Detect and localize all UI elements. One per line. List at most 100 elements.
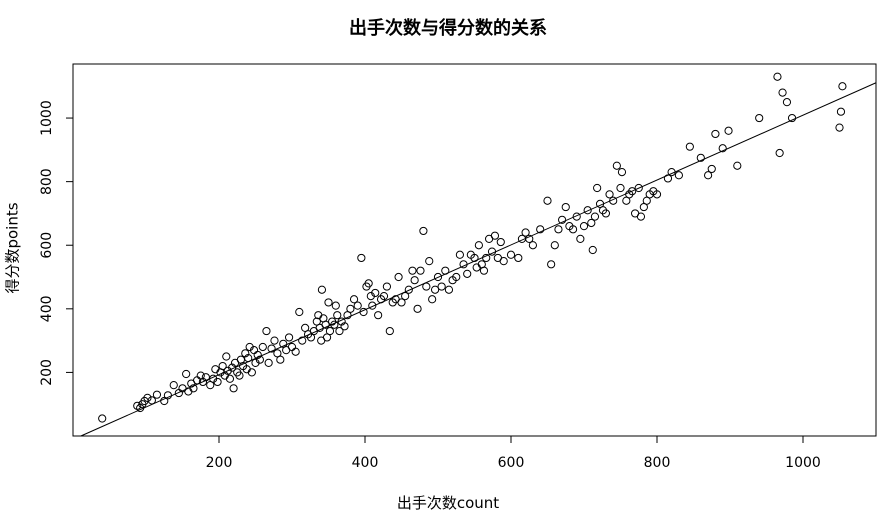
data-point: [554, 225, 563, 234]
data-point: [235, 371, 244, 380]
data-point: [182, 369, 191, 379]
data-point: [247, 368, 256, 377]
y-axis-label: 得分数points: [3, 202, 22, 294]
data-point: [229, 384, 238, 393]
data-point: [333, 311, 342, 320]
data-point: [550, 241, 559, 250]
data-point: [340, 322, 349, 331]
y-axis: 200 400 600 800 1000: [39, 100, 73, 386]
data-point: [470, 253, 479, 263]
x-axis-label: 出手次数count: [396, 494, 500, 512]
plot-frame: [72, 63, 877, 437]
data-point: [499, 257, 508, 266]
data-point: [404, 285, 413, 294]
data-point: [425, 257, 434, 266]
data-point: [163, 391, 172, 400]
data-point: [490, 231, 500, 240]
data-point: [335, 326, 344, 336]
data-point: [349, 295, 359, 304]
data-point: [528, 241, 538, 250]
data-point: [385, 326, 394, 336]
data-point: [547, 260, 556, 269]
data-point: [213, 377, 222, 387]
data-point: [778, 88, 787, 97]
data-point: [253, 350, 262, 360]
data-point: [590, 212, 600, 221]
data-point: [430, 285, 440, 294]
data-point: [704, 171, 713, 180]
data-point: [331, 301, 340, 310]
data-point: [835, 123, 844, 132]
data-point: [419, 226, 428, 236]
x-axis: 200 400 600 800 1000: [206, 436, 821, 471]
data-point: [587, 218, 596, 228]
data-point: [525, 234, 534, 243]
data-point: [416, 266, 425, 275]
data-point: [228, 363, 237, 372]
data-point: [298, 336, 307, 345]
x-tick-label: 1000: [785, 455, 821, 471]
data-point: [408, 266, 417, 275]
data-point: [636, 212, 646, 221]
data-point: [325, 326, 335, 336]
data-point: [437, 282, 446, 291]
data-point: [521, 228, 530, 237]
data-point: [276, 355, 285, 364]
regression-line: [80, 82, 877, 437]
data-point: [787, 113, 797, 123]
data-point: [474, 241, 483, 250]
data-point: [244, 354, 253, 363]
data-point: [255, 355, 264, 364]
data-point: [267, 344, 276, 353]
x-tick-label: 600: [498, 455, 525, 471]
data-point: [314, 311, 323, 320]
data-point: [317, 285, 327, 294]
data-point: [455, 250, 464, 259]
data-point: [284, 333, 294, 342]
data-point: [262, 326, 271, 336]
data-point: [634, 183, 643, 193]
data-point: [401, 292, 410, 301]
data-point: [696, 153, 705, 162]
data-point: [612, 161, 621, 170]
data-point: [394, 272, 403, 282]
data-point: [382, 282, 391, 291]
data-point: [588, 245, 597, 255]
data-point: [353, 301, 362, 310]
y-tick-label: 600: [39, 232, 55, 259]
data-point: [270, 336, 279, 345]
data-point: [472, 263, 481, 272]
data-point: [579, 222, 589, 231]
x-tick-label: 400: [352, 455, 379, 471]
data-point: [379, 292, 389, 301]
data-point: [413, 304, 422, 313]
data-point: [836, 107, 846, 116]
data-point: [838, 82, 847, 91]
data-point: [428, 295, 437, 304]
data-point: [222, 352, 231, 361]
data-point: [724, 126, 733, 135]
data-point: [287, 342, 297, 352]
data-point: [487, 247, 497, 256]
data-point: [346, 304, 355, 313]
data-point: [160, 396, 169, 406]
data-point: [364, 279, 373, 288]
data-point: [463, 269, 472, 278]
data-point: [506, 250, 516, 259]
chart-title: 出手次数与得分数的关系: [349, 18, 547, 39]
data-point: [576, 234, 585, 243]
data-point: [628, 187, 637, 196]
data-point: [685, 142, 694, 151]
data-point: [652, 190, 662, 199]
data-point: [707, 164, 716, 174]
data-point: [663, 174, 673, 183]
data-points: [98, 72, 847, 423]
data-point: [543, 196, 552, 205]
data-point: [775, 148, 784, 158]
data-point: [410, 276, 419, 285]
data-point: [514, 253, 523, 263]
y-tick-label: 800: [39, 168, 55, 195]
x-tick-label: 200: [206, 455, 233, 471]
data-point: [441, 266, 450, 275]
data-point: [609, 196, 618, 205]
